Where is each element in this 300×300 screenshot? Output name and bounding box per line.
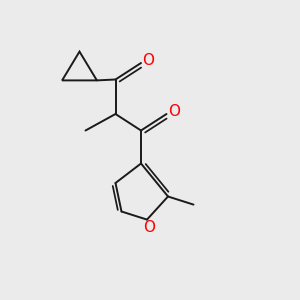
Text: O: O [168, 104, 180, 119]
Text: O: O [142, 53, 154, 68]
Text: O: O [143, 220, 155, 235]
